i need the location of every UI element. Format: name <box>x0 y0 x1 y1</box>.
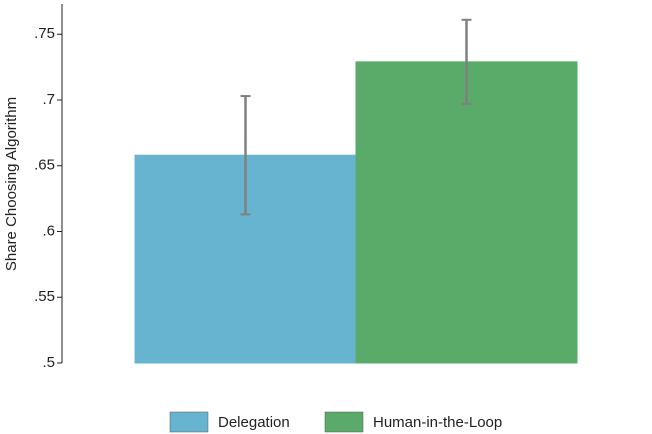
legend-label: Delegation <box>218 414 290 431</box>
y-tick-label: .6 <box>42 222 55 239</box>
legend-label: Human-in-the-Loop <box>373 414 502 431</box>
y-axis-label: Share Choosing Algorithm <box>3 97 20 271</box>
legend-swatch <box>169 411 209 433</box>
y-tick-label: .7 <box>42 91 55 108</box>
bar <box>355 61 578 364</box>
y-tick-label: .75 <box>34 25 55 42</box>
legend-swatch <box>324 411 364 433</box>
y-tick-label: .65 <box>34 157 55 174</box>
y-tick-label: .5 <box>42 354 55 371</box>
y-tick-label: .55 <box>34 288 55 305</box>
